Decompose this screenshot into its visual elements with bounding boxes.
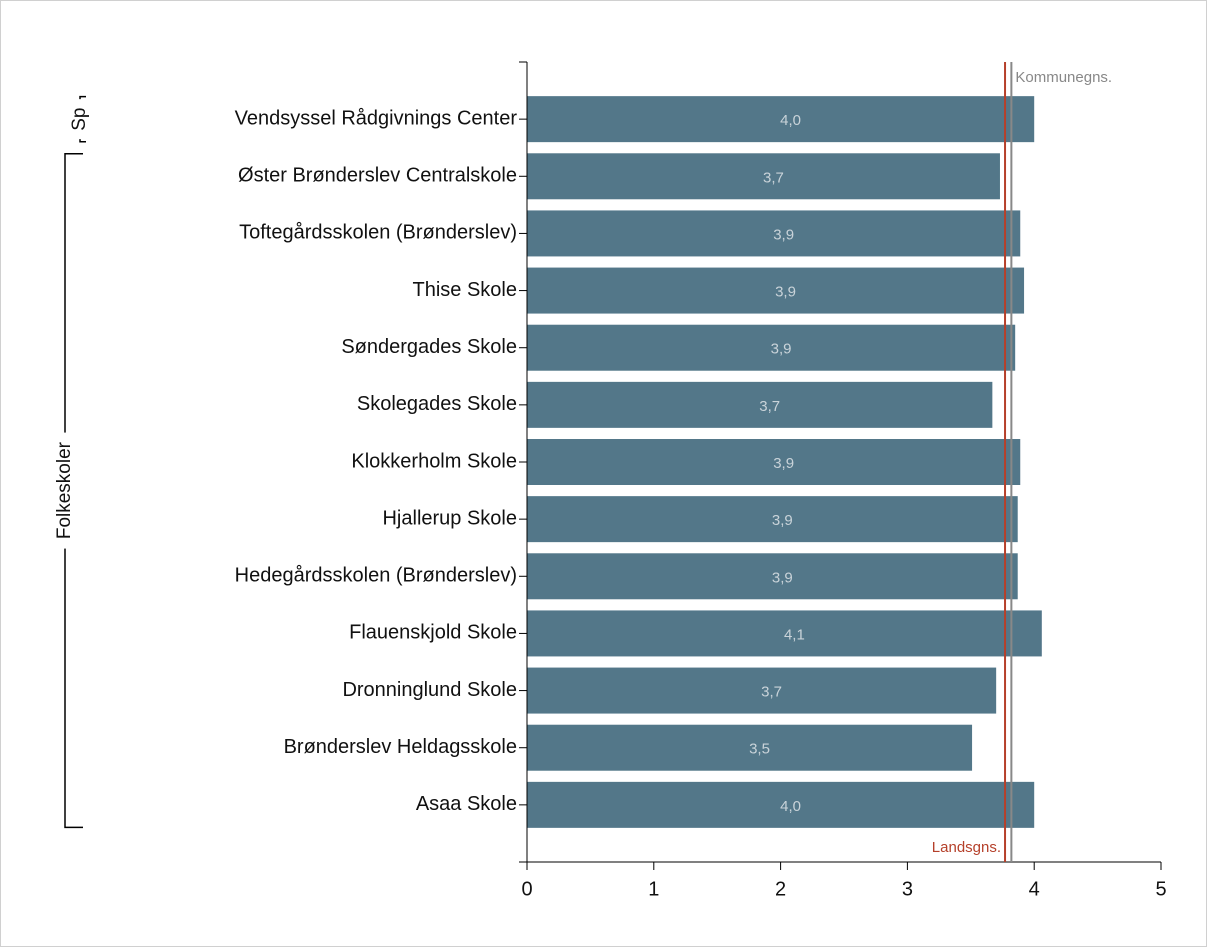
bar <box>527 324 1016 371</box>
reference-label: Landsgns. <box>932 839 1001 856</box>
y-tick-label: Hedegårdsskolen (Brønderslev) <box>235 565 517 587</box>
y-tick-label: Dronninglund Skole <box>342 679 517 701</box>
y-tick-label: Toftegårdsskolen (Brønderslev) <box>239 222 517 244</box>
y-tick-label: Brønderslev Heldagsskole <box>284 736 517 758</box>
value-label: 3,9 <box>772 569 793 586</box>
bar <box>527 496 1018 543</box>
x-tick-label: 3 <box>902 878 913 900</box>
value-label: 4,1 <box>784 626 805 643</box>
value-label: 4,0 <box>780 112 801 129</box>
x-tick-label: 5 <box>1155 878 1166 900</box>
y-tick-label: Thise Skole <box>413 279 518 301</box>
value-label: 3,9 <box>771 341 792 358</box>
value-label: 3,5 <box>749 741 770 758</box>
y-tick-label: Asaa Skole <box>416 793 517 815</box>
value-label: 3,9 <box>772 512 793 529</box>
value-label: 3,7 <box>761 684 782 701</box>
bar <box>527 381 993 428</box>
value-label: 3,7 <box>759 398 780 415</box>
y-tick-label: Flauenskjold Skole <box>349 622 517 644</box>
value-label: 3,7 <box>763 169 784 186</box>
group-label: Folkeskoler <box>54 441 75 539</box>
bar <box>527 210 1021 257</box>
x-tick-label: 1 <box>648 878 659 900</box>
x-tick-label: 4 <box>1029 878 1040 900</box>
reference-label: Kommunegns. <box>1015 69 1112 86</box>
bar <box>527 153 1000 200</box>
y-tick-label: Klokkerholm Skole <box>351 450 517 472</box>
group-label: Sp <box>69 108 90 131</box>
y-tick-label: Skolegades Skole <box>357 393 517 415</box>
value-label: 3,9 <box>775 284 796 301</box>
bar <box>527 267 1025 314</box>
group-label-bg <box>70 99 90 140</box>
bar <box>527 667 997 714</box>
bar <box>527 553 1018 600</box>
bar <box>527 781 1035 828</box>
y-tick-label: Søndergades Skole <box>341 336 517 358</box>
bar <box>527 724 973 771</box>
x-tick-label: 0 <box>521 878 532 900</box>
bar <box>527 610 1042 657</box>
y-tick-label: Hjallerup Skole <box>382 507 517 529</box>
y-tick-label: Vendsyssel Rådgivnings Center <box>235 107 518 129</box>
bar <box>527 96 1035 143</box>
y-tick-label: Øster Brønderslev Centralskole <box>238 165 517 187</box>
group-label-bg <box>55 432 75 549</box>
x-tick-label: 2 <box>775 878 786 900</box>
value-label: 4,0 <box>780 798 801 815</box>
value-label: 3,9 <box>773 226 794 243</box>
value-label: 3,9 <box>773 455 794 472</box>
bar <box>527 439 1021 485</box>
